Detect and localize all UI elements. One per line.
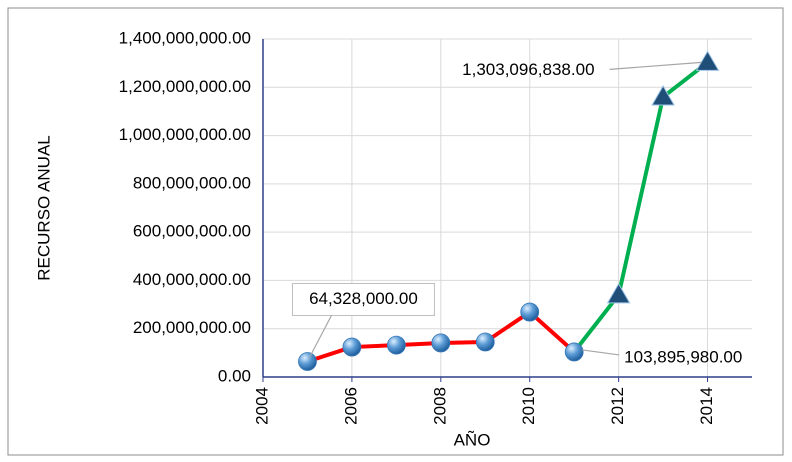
point-marker <box>564 342 584 362</box>
data-label: 103,895,980.00 <box>624 347 742 366</box>
y-tick-label: 800,000,000.00 <box>133 173 251 192</box>
y-tick-label: 1,400,000,000.00 <box>119 28 251 47</box>
x-tick-label: 2006 <box>341 387 360 425</box>
point-marker <box>695 50 720 71</box>
data-label: 64,328,000.00 <box>309 289 418 308</box>
x-tick-label: 2012 <box>608 387 627 425</box>
x-tick-label: 2008 <box>430 387 449 425</box>
point-marker <box>298 352 317 371</box>
x-axis-label: AÑO <box>454 430 491 449</box>
y-tick-label: 200,000,000.00 <box>133 318 251 337</box>
leader-line <box>308 315 332 358</box>
leader-line <box>609 61 702 70</box>
y-tick-label: 600,000,000.00 <box>133 222 251 241</box>
x-tick-label: 2004 <box>252 387 271 425</box>
point-marker <box>520 302 540 322</box>
y-axis-label: RECURSO ANUAL <box>34 135 53 280</box>
x-tick-label: 2014 <box>697 387 716 425</box>
point-marker <box>386 335 406 355</box>
point-marker <box>475 332 495 352</box>
point-marker <box>431 333 451 353</box>
data-label: 1,303,096,838.00 <box>462 60 594 79</box>
y-tick-label: 400,000,000.00 <box>133 270 251 289</box>
chart-frame <box>7 7 784 456</box>
point-marker <box>342 337 362 357</box>
y-tick-label: 1,200,000,000.00 <box>119 77 251 96</box>
label-box <box>291 282 435 316</box>
y-tick-label: 0.00 <box>218 366 251 385</box>
series-line <box>572 60 709 354</box>
point-marker <box>606 282 631 304</box>
x-tick-label: 2010 <box>519 387 538 425</box>
y-tick-label: 1,000,000,000.00 <box>119 125 251 144</box>
leader-line <box>582 349 620 356</box>
point-marker <box>651 84 675 106</box>
